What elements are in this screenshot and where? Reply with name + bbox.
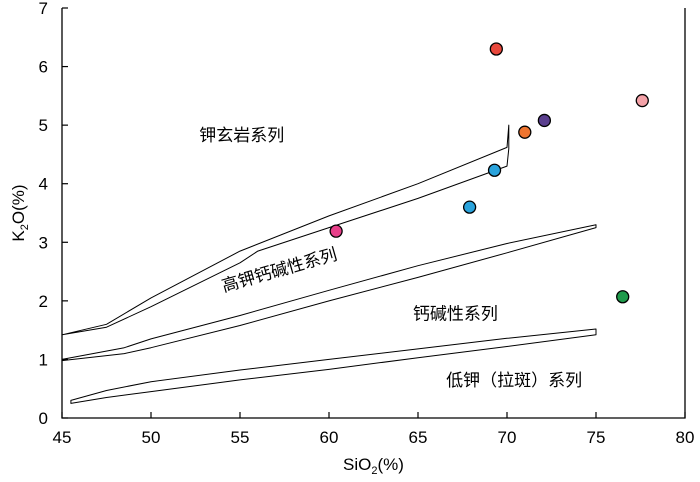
field-label: 钾玄岩系列 — [199, 126, 284, 146]
field-label: 低钾（拉斑）系列 — [446, 371, 582, 391]
y-tick-label: 5 — [39, 116, 48, 135]
data-point — [518, 125, 532, 139]
data-point — [462, 200, 477, 214]
field-boundaries — [61, 124, 597, 404]
data-point — [329, 224, 343, 238]
y-tick-label: 6 — [39, 58, 48, 77]
x-tick-label: 55 — [231, 428, 250, 447]
boundary-upper-band — [61, 124, 510, 336]
field-label: 钙碱性系列 — [413, 305, 498, 325]
x-axis-ticks: 45 50 55 60 65 70 75 80 — [53, 412, 695, 447]
x-tick-label: 70 — [498, 428, 517, 447]
y-tick-label: 4 — [39, 175, 48, 194]
y-tick-label: 3 — [39, 233, 48, 252]
boundary-lower-band — [70, 328, 597, 404]
x-tick-label: 45 — [53, 428, 72, 447]
data-point — [635, 93, 649, 108]
y-tick-label: 1 — [39, 350, 48, 369]
plot-axes — [61, 8, 686, 419]
boundary-middle-band — [61, 224, 597, 362]
y-axis-ticks: 0 1 2 3 4 5 6 7 — [39, 0, 68, 428]
data-point — [489, 42, 503, 56]
x-tick-label: 80 — [676, 428, 695, 447]
y-axis-title: K2O(%) — [9, 184, 31, 241]
y-tick-label: 0 — [39, 409, 48, 428]
data-point — [487, 163, 502, 177]
x-tick-label: 65 — [409, 428, 428, 447]
data-points — [329, 42, 649, 304]
x-tick-label: 60 — [320, 428, 339, 447]
y-tick-label: 2 — [39, 292, 48, 311]
plot-frame — [61, 8, 686, 419]
data-point — [537, 113, 552, 128]
data-point — [616, 290, 630, 304]
x-tick-label: 75 — [587, 428, 606, 447]
x-axis-title: SiO2(%) — [343, 455, 404, 477]
x-tick-label: 50 — [142, 428, 161, 447]
y-tick-label: 7 — [39, 0, 48, 18]
